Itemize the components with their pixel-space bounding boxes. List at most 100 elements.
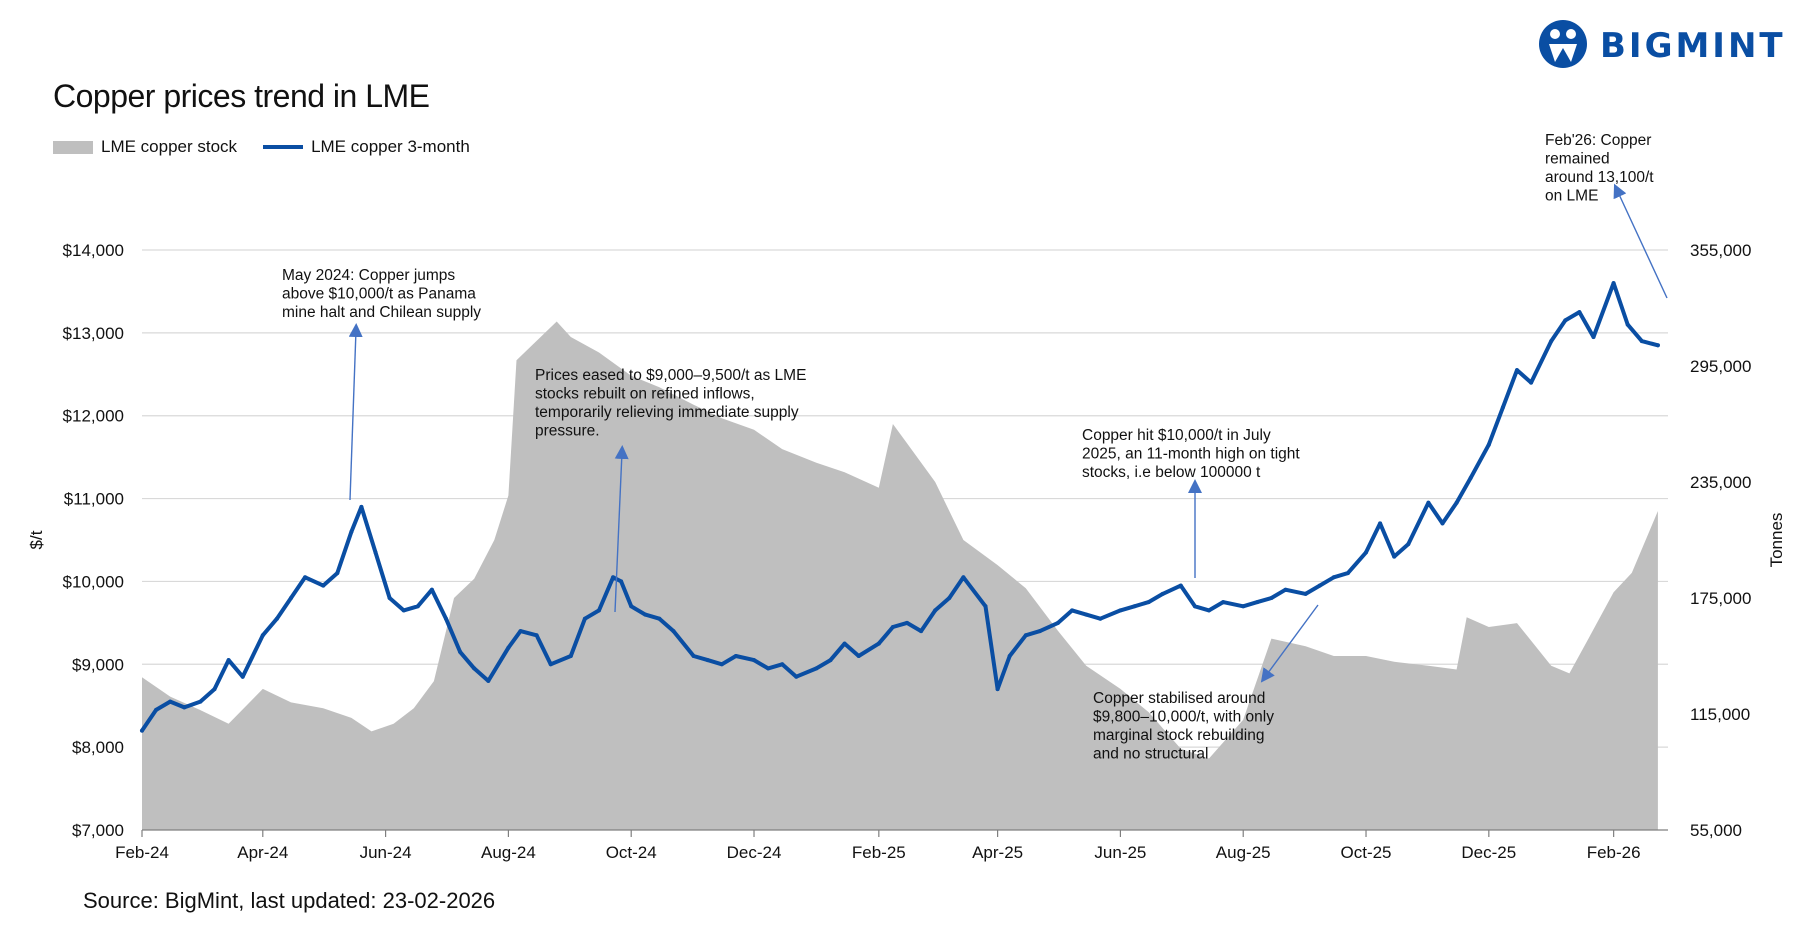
price-point	[1037, 629, 1042, 634]
y2-tick-label: 355,000	[1690, 241, 1751, 260]
price-point	[657, 616, 662, 621]
price-point	[611, 575, 616, 580]
annotation-text: May 2024: Copper jumps	[282, 267, 455, 284]
brand-name: BIGMINT	[1600, 26, 1786, 66]
annotation-text: $9,800–10,000/t, with only	[1093, 709, 1274, 726]
price-point	[856, 654, 861, 658]
annotation-text: and no structural	[1093, 746, 1208, 763]
y-tick-label: $13,000	[63, 324, 124, 343]
price-point	[1178, 583, 1183, 588]
annotation-text: Feb'26: Copper	[1545, 132, 1651, 149]
annotation-text: pressure.	[535, 423, 600, 440]
price-point	[1160, 591, 1165, 596]
price-point	[289, 596, 293, 600]
annotation-text: Copper hit $10,000/t in July	[1082, 427, 1271, 444]
price-point	[719, 662, 724, 667]
price-point	[1098, 616, 1103, 621]
price-point	[766, 666, 771, 671]
price-point	[1529, 380, 1534, 385]
price-point	[506, 645, 511, 650]
y2-axis-title: Tonnes	[1767, 513, 1786, 568]
price-point	[1440, 521, 1445, 526]
y-tick-label: $7,000	[72, 821, 124, 840]
price-point	[961, 575, 966, 580]
price-point	[168, 699, 173, 704]
price-point	[1056, 620, 1060, 625]
price-point	[919, 629, 924, 634]
x-tick-label: Feb-25	[852, 843, 906, 862]
price-point	[752, 658, 756, 663]
price-point	[472, 666, 477, 671]
price-point	[890, 625, 895, 629]
annotation-text: Prices eased to $9,000–9,500/t as LME	[535, 367, 806, 384]
price-point	[876, 641, 881, 646]
price-point	[458, 649, 463, 654]
price-point	[1192, 604, 1197, 609]
legend-item-stock: LME copper stock	[53, 137, 237, 157]
price-point	[1500, 405, 1505, 410]
annotation-arrow	[1260, 604, 1319, 683]
x-tick-label: Dec-25	[1461, 843, 1516, 862]
price-point	[1331, 575, 1336, 580]
price-point	[182, 705, 187, 710]
price-point	[387, 596, 392, 600]
y2-tick-label: 295,000	[1690, 357, 1751, 376]
annotation-text: mine halt and Chilean supply	[282, 304, 481, 321]
price-point	[335, 571, 340, 576]
annotation-text: remained	[1545, 151, 1610, 168]
annotation-text: 2025, an 11-month high on tight	[1082, 446, 1300, 463]
annotation-text: around 13,100/t	[1545, 169, 1654, 186]
stock-area	[142, 321, 1658, 830]
price-point	[1639, 339, 1644, 344]
price-point	[1345, 571, 1350, 576]
x-tick-label: Aug-25	[1216, 843, 1271, 862]
price-point	[444, 616, 448, 621]
price-point	[671, 629, 676, 634]
price-point	[1406, 542, 1411, 547]
price-point	[733, 654, 738, 658]
price-point	[814, 666, 819, 671]
y-tick-label: $9,000	[72, 655, 124, 674]
x-tick-label: Oct-25	[1341, 843, 1392, 862]
price-point	[274, 616, 279, 621]
price-point	[794, 674, 799, 679]
price-point	[1655, 343, 1660, 348]
price-point	[1303, 591, 1308, 596]
annotation-text: marginal stock rebuilding	[1093, 727, 1264, 744]
x-tick-label: Apr-25	[972, 843, 1023, 862]
y2-tick-label: 235,000	[1690, 473, 1751, 492]
price-point	[1118, 608, 1123, 613]
annotation-arrow	[1613, 183, 1668, 299]
source-note: Source: BigMint, last updated: 23-02-202…	[83, 888, 496, 913]
legend-swatch-stock	[53, 140, 93, 154]
y-tick-label: $10,000	[63, 572, 124, 591]
price-point	[828, 658, 833, 663]
y-tick-label: $8,000	[72, 738, 124, 757]
price-point	[212, 687, 217, 692]
price-point	[619, 579, 624, 584]
price-line	[140, 281, 1660, 733]
price-point	[1426, 500, 1431, 505]
price-point	[1364, 550, 1368, 555]
price-point	[154, 707, 159, 712]
price-point	[1563, 318, 1568, 323]
price-point	[240, 674, 245, 679]
price-point	[1454, 500, 1459, 505]
x-tick-label: Jun-25	[1094, 843, 1146, 862]
y-axis-title: $/t	[27, 530, 46, 549]
chart-title: Copper prices trend in LME	[53, 78, 430, 114]
price-point	[486, 678, 491, 683]
price-point	[1577, 310, 1582, 315]
y2-tick-label: 115,000	[1690, 705, 1750, 724]
annotation-text: stocks, i.e below 100000 t	[1082, 464, 1261, 481]
x-tick-label: Oct-24	[606, 843, 657, 862]
price-point	[947, 596, 952, 600]
y-tick-label: $14,000	[63, 241, 124, 260]
annotation-arrow	[614, 445, 629, 613]
price-point	[629, 604, 634, 609]
price-point	[995, 687, 1000, 692]
price-point	[1007, 654, 1012, 658]
price-point	[1269, 596, 1274, 600]
x-tick-label: Feb-26	[1587, 843, 1641, 862]
